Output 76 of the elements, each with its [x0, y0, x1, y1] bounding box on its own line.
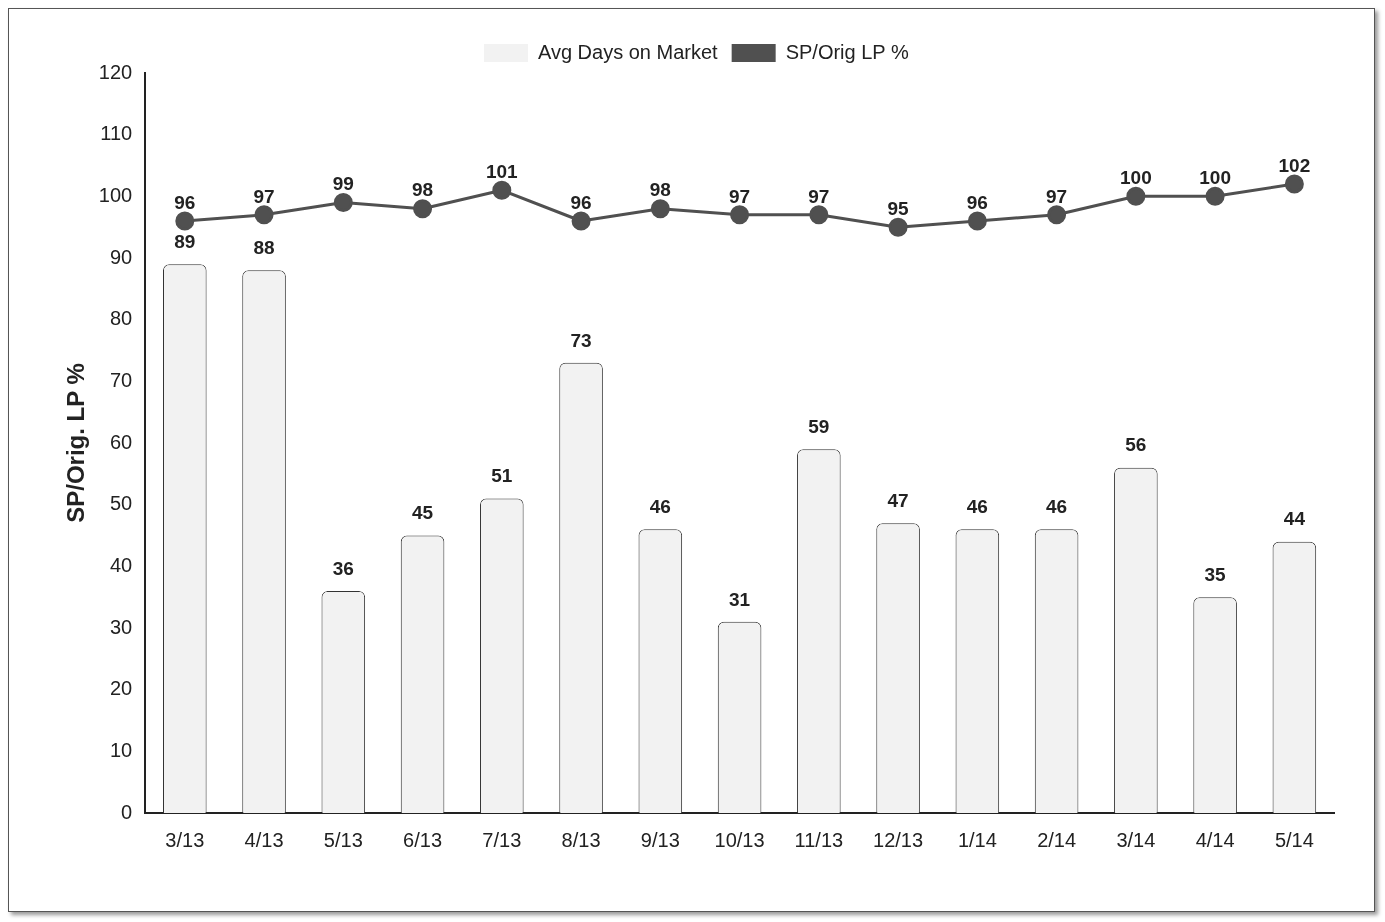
y-axis-title: SP/Orig. LP %	[62, 363, 90, 523]
point	[1126, 186, 1146, 206]
data-label: 56	[1125, 434, 1147, 456]
data-label: 100	[1120, 167, 1152, 189]
x-tick-label: 3/13	[165, 828, 205, 851]
y-tick-label: 80	[109, 307, 133, 330]
data-label: 99	[332, 173, 354, 195]
point	[1205, 186, 1225, 206]
point	[967, 211, 987, 231]
y-tick-label: 120	[98, 60, 133, 83]
x-tick-label: 7/13	[482, 828, 522, 851]
point	[175, 211, 195, 231]
data-label: 102	[1278, 154, 1311, 176]
y-tick-label: 100	[98, 183, 133, 206]
x-tick-label: 3/14	[1116, 828, 1156, 851]
data-label: 51	[491, 465, 513, 487]
point	[254, 205, 274, 225]
point	[888, 217, 908, 237]
x-tick-label: 2/14	[1037, 828, 1077, 851]
x-tick-label: 8/13	[561, 828, 601, 851]
data-label: 101	[485, 160, 519, 182]
x-tick-label: 4/14	[1195, 828, 1235, 851]
data-label: 44	[1283, 508, 1306, 530]
point	[730, 205, 750, 225]
data-label: 97	[729, 185, 751, 207]
data-label: 88	[253, 237, 275, 259]
data-label: 97	[253, 185, 275, 207]
x-tick-label: 10/13	[714, 828, 765, 851]
y-tick-label: 40	[109, 553, 133, 576]
data-label: 96	[174, 191, 196, 213]
data-label: 95	[887, 197, 910, 219]
x-tick-label: 11/13	[794, 828, 844, 851]
data-label: 46	[966, 496, 988, 518]
point	[650, 199, 670, 219]
data-label: 97	[808, 185, 830, 207]
y-tick-label: 70	[109, 368, 133, 391]
data-label: 59	[808, 415, 830, 437]
y-tick-label: 50	[109, 492, 133, 515]
point	[809, 205, 829, 225]
data-label: 31	[729, 588, 751, 610]
x-tick-label: 5/13	[323, 828, 363, 851]
data-label: 89	[174, 230, 196, 252]
data-label: 98	[411, 179, 434, 201]
x-tick-label: 12/13	[873, 828, 924, 851]
x-tick-label: 4/13	[244, 828, 284, 851]
y-tick-label: 20	[109, 677, 133, 700]
data-label: 35	[1204, 563, 1227, 585]
point	[1047, 205, 1067, 225]
data-label: 47	[887, 489, 909, 511]
data-label: 96	[966, 191, 988, 213]
data-label: 96	[570, 191, 592, 213]
data-label: 45	[411, 502, 434, 524]
point	[413, 199, 433, 219]
y-tick-label: 90	[109, 245, 133, 268]
legend-label: Avg Days on Market	[537, 40, 719, 63]
x-tick-label: 9/13	[640, 828, 680, 851]
data-label: 36	[332, 557, 354, 579]
y-tick-label: 110	[100, 122, 133, 145]
point	[333, 193, 353, 212]
x-tick-label: 5/14	[1274, 828, 1314, 851]
legend-label: SP/Orig LP %	[785, 40, 909, 63]
x-tick-label: 1/14	[957, 828, 997, 851]
y-tick-label: 0	[121, 800, 133, 823]
point	[1284, 174, 1304, 194]
data-label: 100	[1199, 167, 1231, 189]
y-tick-label: 10	[109, 738, 133, 761]
y-tick-label: 60	[109, 430, 133, 453]
data-label: 46	[649, 496, 671, 518]
data-label: 98	[649, 179, 671, 201]
data-label: 73	[570, 329, 592, 351]
point	[492, 180, 512, 200]
x-tick-label: 6/13	[403, 828, 443, 851]
point	[571, 211, 591, 231]
data-label: 46	[1046, 496, 1068, 518]
data-label: 97	[1046, 185, 1068, 207]
y-tick-label: 30	[109, 615, 133, 638]
